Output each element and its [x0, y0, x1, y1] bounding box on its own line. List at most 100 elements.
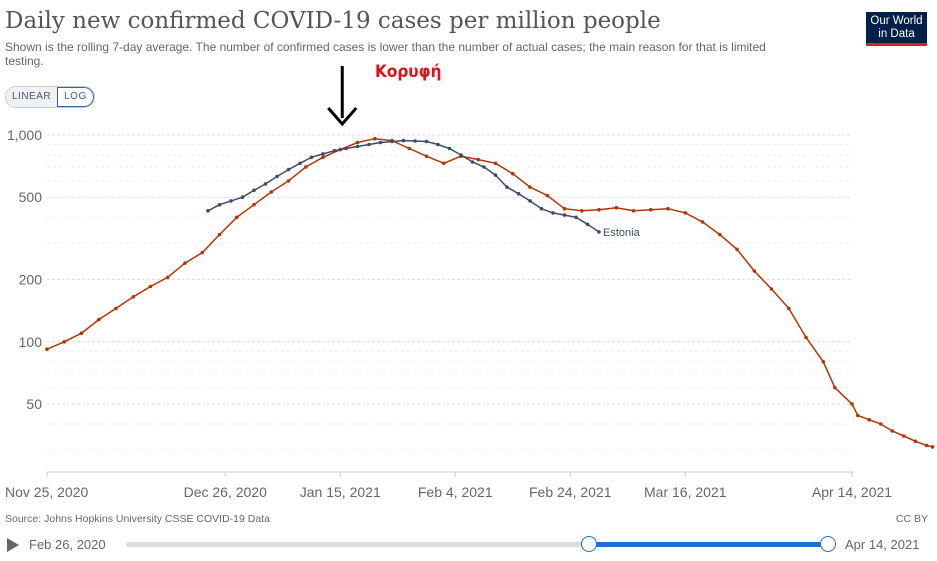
data-point: [447, 146, 452, 151]
data-point: [401, 138, 406, 143]
data-point: [321, 155, 325, 160]
x-tick-label: Feb 24, 2021: [529, 484, 612, 500]
series-estonia: Estonia: [206, 138, 641, 239]
data-point: [700, 220, 705, 224]
data-point: [442, 161, 446, 166]
data-point: [131, 295, 136, 299]
peak-annotation-label: Κορυφή: [375, 62, 442, 82]
data-point: [114, 306, 118, 311]
data-point: [62, 340, 67, 344]
data-point: [769, 287, 774, 291]
data-point: [229, 199, 233, 203]
data-point: [378, 140, 383, 145]
data-point: [286, 167, 291, 172]
data-point: [235, 215, 239, 220]
data-point: [597, 230, 601, 234]
data-point: [470, 160, 475, 164]
timeline-track[interactable]: [126, 542, 828, 547]
data-point: [79, 331, 84, 336]
data-point: [206, 209, 210, 213]
data-point: [148, 284, 153, 289]
timeline: Feb 26, 2020 Apr 14, 2021: [0, 532, 937, 558]
series-label-estonia: Estonia: [603, 227, 641, 239]
data-point: [493, 161, 498, 166]
play-icon[interactable]: [7, 538, 19, 552]
data-point: [252, 188, 256, 193]
scale-toggle[interactable]: LINEAR LOG: [5, 86, 95, 108]
data-point: [580, 209, 584, 213]
data-point: [902, 434, 906, 438]
data-point: [551, 211, 555, 215]
data-point: [482, 165, 486, 169]
data-point: [373, 136, 377, 141]
x-tick-label: Apr 14, 2021: [812, 484, 892, 500]
data-point: [505, 185, 509, 189]
timeline-selection: [589, 542, 828, 547]
y-tick-label: 1,000: [7, 127, 42, 143]
source-note[interactable]: Source: Johns Hopkins University CSSE CO…: [5, 513, 270, 525]
data-point: [424, 154, 429, 158]
data-point: [539, 206, 544, 211]
data-point: [217, 232, 222, 237]
data-point: [574, 215, 578, 220]
data-point: [856, 413, 860, 418]
data-point: [390, 139, 394, 144]
chart-subtitle: Shown is the rolling 7-day average. The …: [5, 40, 766, 68]
data-point: [804, 335, 808, 340]
data-point: [240, 195, 245, 199]
data-point: [867, 417, 871, 422]
x-tick-label: Dec 26, 2020: [184, 484, 267, 500]
data-point: [476, 157, 481, 162]
x-tick-label: Jan 15, 2021: [300, 484, 381, 500]
data-point: [367, 142, 371, 147]
linear-scale-button[interactable]: LINEAR: [6, 87, 58, 107]
data-point: [850, 402, 854, 406]
x-tick-label: Mar 16, 2021: [644, 484, 727, 500]
series-line: [46, 137, 933, 448]
chart-title: Daily new confirmed COVID-19 cases per m…: [5, 8, 661, 34]
y-tick-label: 100: [19, 334, 43, 350]
data-point: [597, 207, 601, 212]
data-point: [787, 306, 791, 311]
data-point: [493, 173, 498, 177]
data-point: [332, 148, 337, 153]
data-point: [321, 152, 325, 156]
data-point: [286, 179, 291, 183]
chart-area: 1,000 500 200 100 50 Nov 25, 2020 Dec 26, 2020…: [5, 66, 937, 500]
data-point: [355, 144, 360, 149]
data-point: [275, 174, 279, 179]
data-point: [355, 140, 360, 145]
data-point: [407, 146, 412, 151]
data-point: [562, 206, 567, 211]
owid-logo[interactable]: Our World in Data: [866, 12, 927, 46]
data-point: [649, 207, 653, 212]
data-point: [752, 269, 757, 273]
data-point: [821, 360, 826, 364]
data-point: [511, 171, 515, 176]
license-link[interactable]: CC BY: [895, 513, 928, 525]
y-tick-label: 500: [19, 189, 43, 205]
data-point: [930, 445, 935, 449]
timeline-start-handle[interactable]: [581, 536, 598, 552]
timeline-end-label: Apr 14, 2021: [845, 537, 920, 552]
data-point: [424, 139, 429, 144]
data-point: [585, 222, 590, 227]
data-point: [269, 190, 274, 194]
log-scale-button[interactable]: LOG: [57, 87, 94, 107]
data-point: [666, 206, 670, 211]
y-tick-label: 50: [26, 396, 42, 412]
data-point: [436, 142, 440, 147]
timeline-end-handle[interactable]: [820, 536, 836, 552]
data-point: [166, 275, 170, 280]
peak-arrow-head: [327, 107, 358, 127]
y-tick-label: 200: [19, 272, 43, 288]
logo-line-1: Our World: [870, 15, 923, 27]
data-point: [735, 247, 739, 252]
data-point: [683, 211, 688, 215]
data-point: [528, 185, 532, 189]
data-point: [344, 146, 348, 151]
data-point: [516, 191, 521, 196]
x-tick-label: Nov 25, 2020: [5, 484, 88, 500]
data-point: [879, 422, 883, 426]
data-point: [45, 347, 49, 352]
